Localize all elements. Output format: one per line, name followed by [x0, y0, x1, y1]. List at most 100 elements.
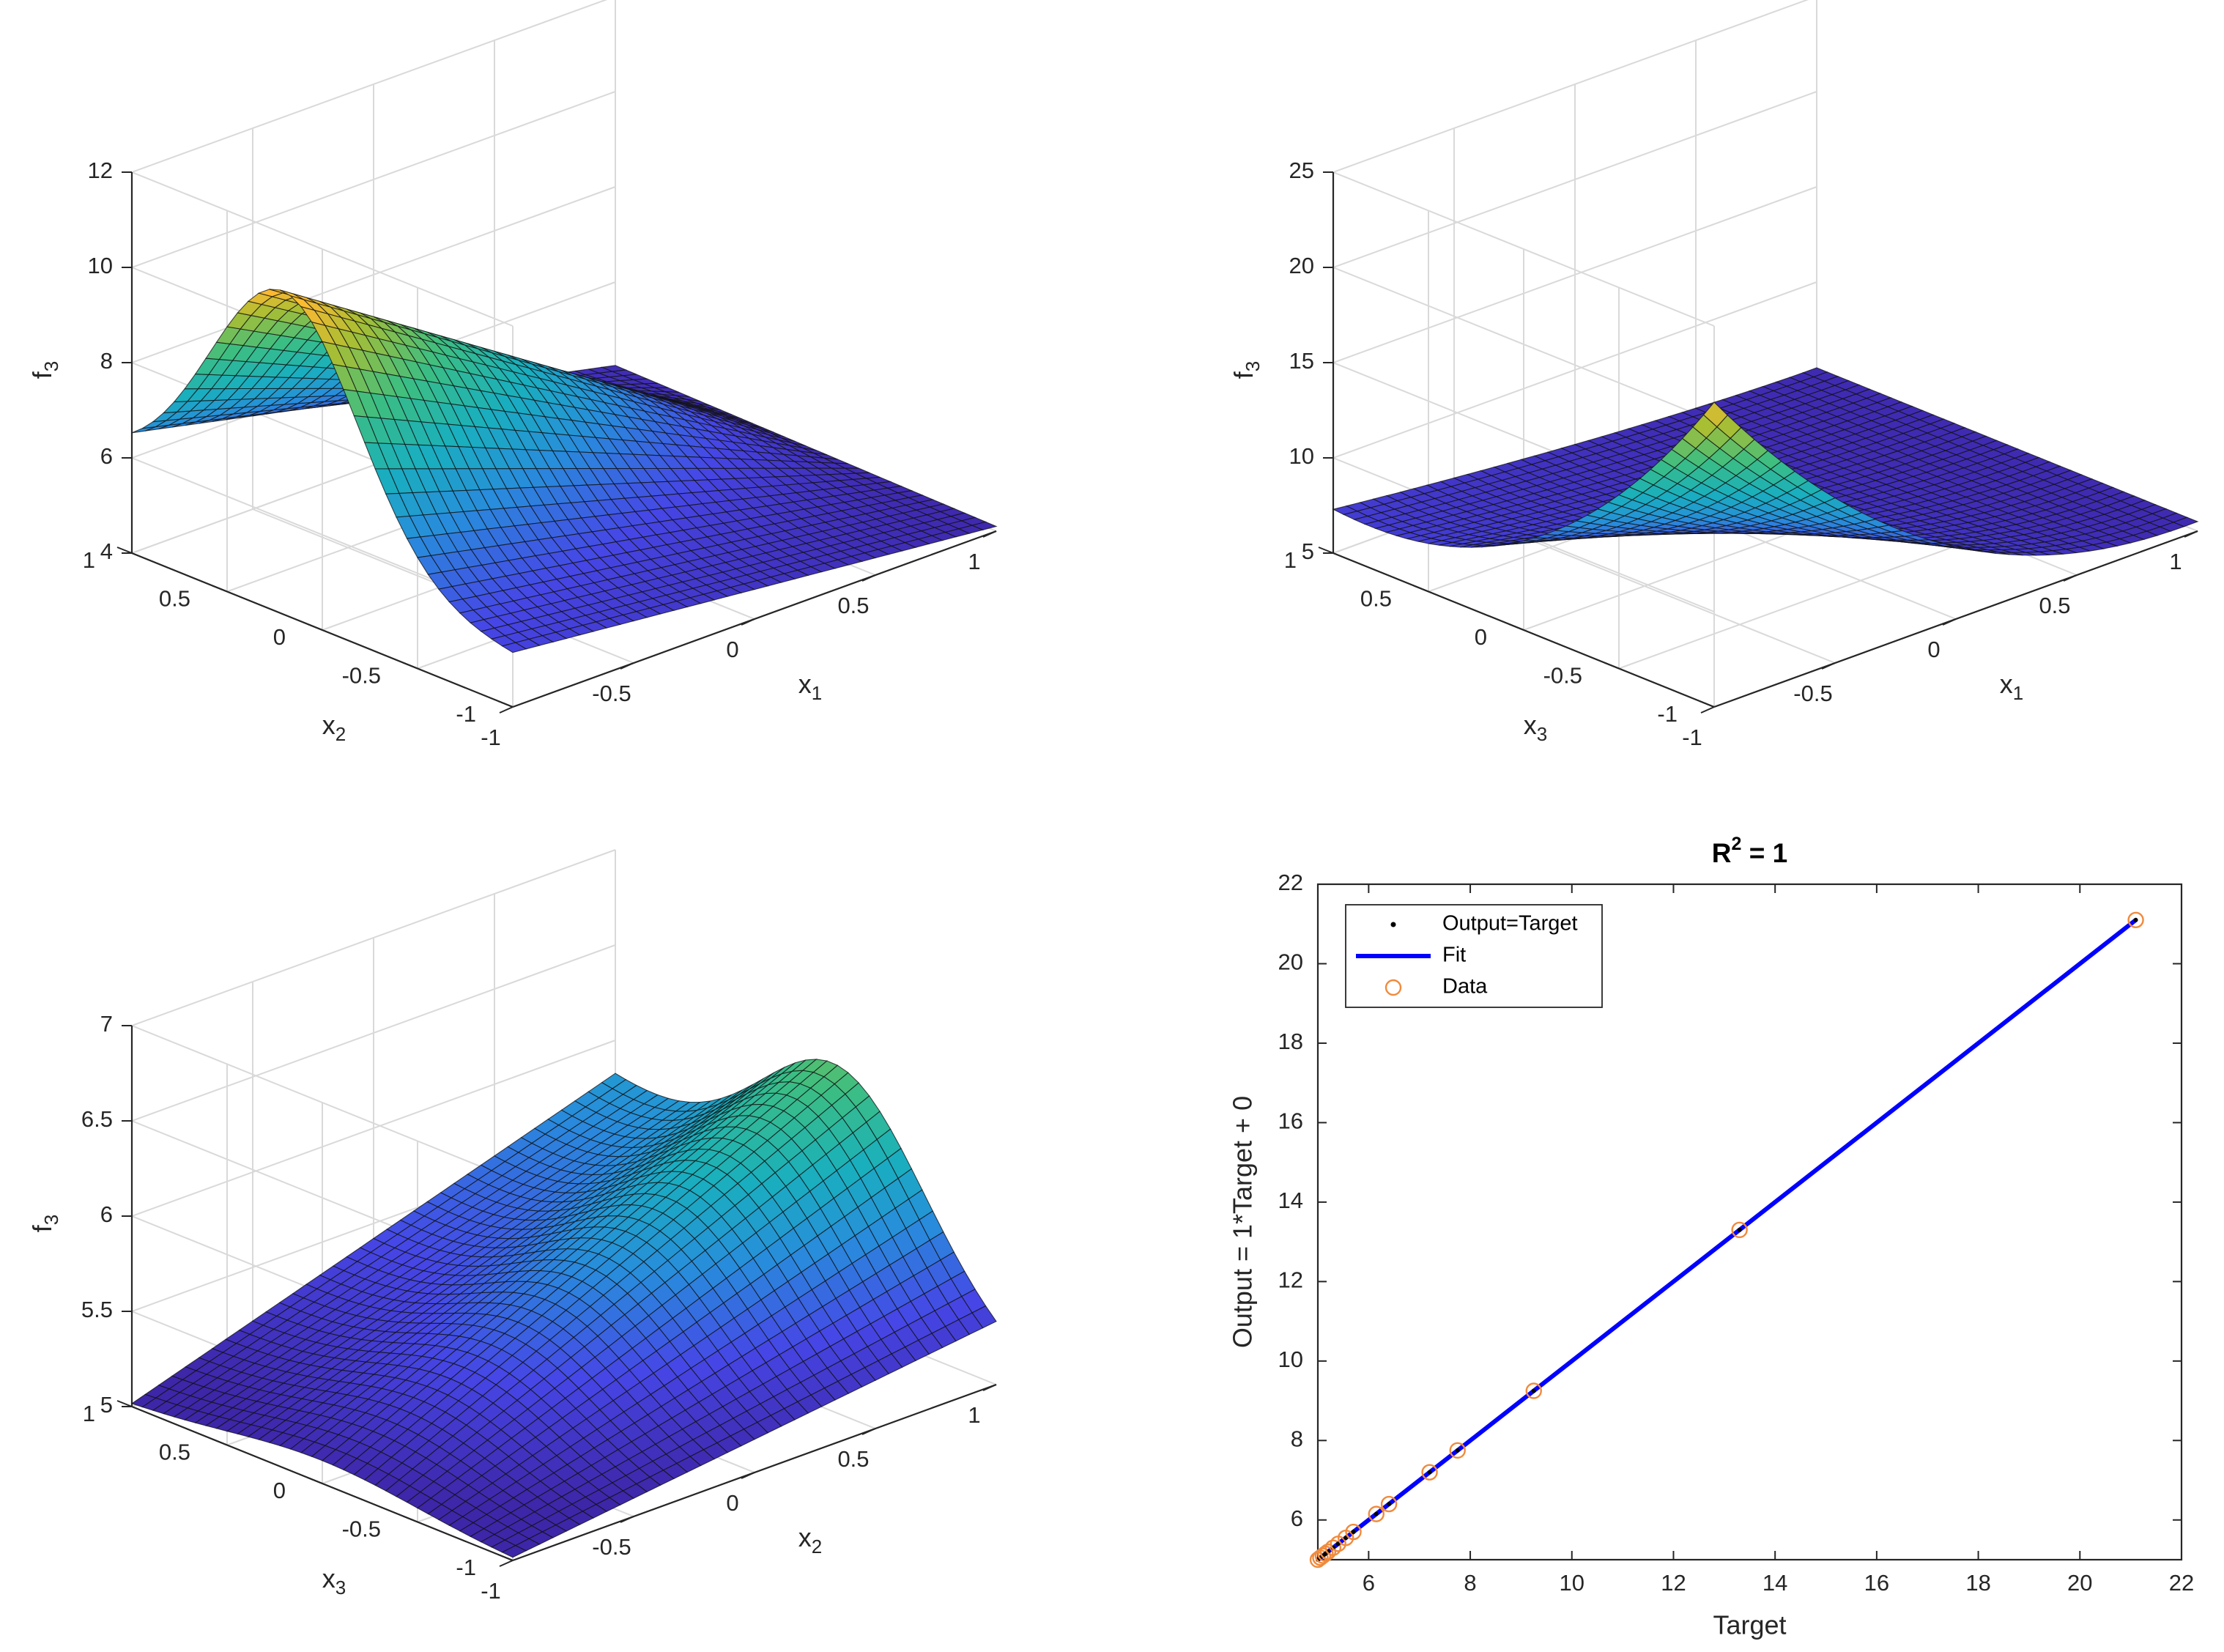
- y-tick-label: 0.5: [1360, 586, 1392, 612]
- x-tick-label: 0: [1927, 637, 1940, 662]
- z-tick-label: 5.5: [81, 1297, 113, 1322]
- x-tick: [620, 662, 634, 670]
- output-target-point: [1455, 1448, 1460, 1453]
- y-tick-label: 18: [1278, 1029, 1303, 1054]
- y-tick: [1318, 547, 1334, 554]
- chart-title-main: R: [1712, 838, 1732, 868]
- y-tick-label: 12: [1278, 1267, 1303, 1293]
- x-axis-label: x1: [798, 669, 822, 704]
- surface: [130, 1059, 997, 1558]
- y-tick-label: -1: [1657, 701, 1678, 727]
- y-tick-label: 1: [83, 547, 95, 573]
- x-tick-label: 0.5: [837, 1446, 869, 1472]
- y-tick-label: 10: [1278, 1347, 1303, 1372]
- z-tick-label: 4: [100, 538, 113, 564]
- x-tick: [620, 1516, 634, 1523]
- z-tick-label: 5: [100, 1392, 113, 1418]
- z-tick-label: 6.5: [81, 1106, 113, 1132]
- y-tick: [116, 547, 133, 554]
- output-target-point: [1374, 1511, 1379, 1516]
- x-tick-label: 0: [726, 637, 738, 662]
- z-tick-label: 6: [100, 1201, 113, 1227]
- z-axis-label-main: f: [27, 371, 57, 379]
- y-axis-label-sub: 2: [336, 723, 346, 745]
- x-axis-label: Target: [1713, 1610, 1786, 1640]
- y-tick: [402, 662, 418, 670]
- x-tick: [1942, 618, 1957, 626]
- x-tick: [1700, 706, 1715, 714]
- z-tick-label: 15: [1289, 348, 1314, 374]
- y-tick: [1604, 662, 1620, 670]
- z-axis-label-sub: 3: [40, 1215, 62, 1225]
- x-tick-label: 18: [1965, 1570, 1990, 1596]
- surface: [131, 289, 998, 653]
- y-axis-label: x3: [322, 1563, 346, 1598]
- y-tick-label: -1: [456, 1555, 476, 1580]
- z-axis-label: f3: [27, 1215, 62, 1232]
- x-axis-label-sub: 2: [812, 1536, 822, 1557]
- y-tick: [212, 1438, 228, 1446]
- y-tick-label: 0: [1475, 624, 1487, 650]
- x-axis-label-sub: 1: [812, 682, 822, 704]
- x-tick-label: 0.5: [2039, 593, 2070, 618]
- y-tick-label: 0: [273, 624, 286, 650]
- legend-entry: Output=Target: [1442, 912, 1578, 936]
- x-tick-label: 1: [968, 549, 980, 574]
- y-axis-label-main: x: [1524, 709, 1537, 739]
- y-tick-label: 14: [1278, 1188, 1303, 1213]
- y-tick-label: 22: [1278, 870, 1303, 895]
- x-tick-label: -1: [1682, 725, 1702, 750]
- x-tick-label: 0.5: [837, 593, 869, 618]
- x-axis-label-main: x: [798, 669, 812, 699]
- y-axis-label-main: x: [322, 709, 336, 739]
- y-tick-label: 16: [1278, 1108, 1303, 1134]
- x-tick-label: 1: [968, 1402, 980, 1428]
- z-tick-label: 5: [1302, 538, 1314, 564]
- x-axis-label: x1: [2000, 669, 2023, 704]
- chart-title-sup: 2: [1732, 834, 1742, 854]
- y-tick: [212, 585, 228, 593]
- x-tick-label: -0.5: [1793, 681, 1832, 706]
- z-axis-label-sub: 3: [1242, 361, 1264, 371]
- y-tick: [1413, 585, 1429, 593]
- y-tick-label: 0: [273, 1478, 286, 1503]
- y-tick: [307, 1477, 323, 1484]
- x-tick: [2184, 530, 2198, 538]
- z-tick-label: 7: [100, 1011, 113, 1037]
- z-tick-label: 6: [100, 443, 113, 469]
- output-target-point: [2133, 917, 2138, 922]
- y-tick-label: 0.5: [159, 1440, 190, 1465]
- z-tick-label: 8: [100, 348, 113, 374]
- output-target-point: [1531, 1388, 1536, 1393]
- regression-plot: 6 8 10 12 14 16 18 20 22 6 8 10 12 14 16 18 20 22 Target Ou…: [1228, 834, 2195, 1640]
- chart-title-rest: = 1: [1741, 838, 1787, 868]
- x-tick: [741, 1472, 755, 1479]
- legend-marker-output-target: [1390, 922, 1396, 927]
- y-tick: [497, 700, 514, 708]
- surface-patch: [971, 521, 998, 530]
- y-axis-label-sub: 3: [336, 1577, 346, 1599]
- x-tick: [741, 618, 755, 626]
- x-tick-label: -1: [481, 725, 501, 750]
- x-tick: [2063, 574, 2077, 582]
- x-tick: [861, 1428, 876, 1435]
- x-axis-label-sub: 1: [2013, 682, 2023, 704]
- y-axis-label: x2: [322, 709, 346, 744]
- x-tick-label: 10: [1560, 1570, 1584, 1596]
- y-axis-label: Output = 1*Target + 0: [1228, 1096, 1258, 1348]
- x-tick: [1821, 662, 1836, 670]
- x-tick: [499, 1560, 514, 1567]
- z-tick-label: 10: [1289, 443, 1314, 469]
- y-tick-label: 1: [83, 1401, 95, 1426]
- legend-entry: Data: [1442, 975, 1488, 999]
- output-target-point: [1387, 1502, 1392, 1507]
- y-tick-label: 6: [1291, 1505, 1303, 1531]
- z-axis-label-sub: 3: [40, 361, 62, 371]
- y-tick: [402, 1515, 418, 1523]
- y-axis-label-sub: 3: [1537, 723, 1547, 745]
- y-tick-label: 1: [1284, 547, 1297, 573]
